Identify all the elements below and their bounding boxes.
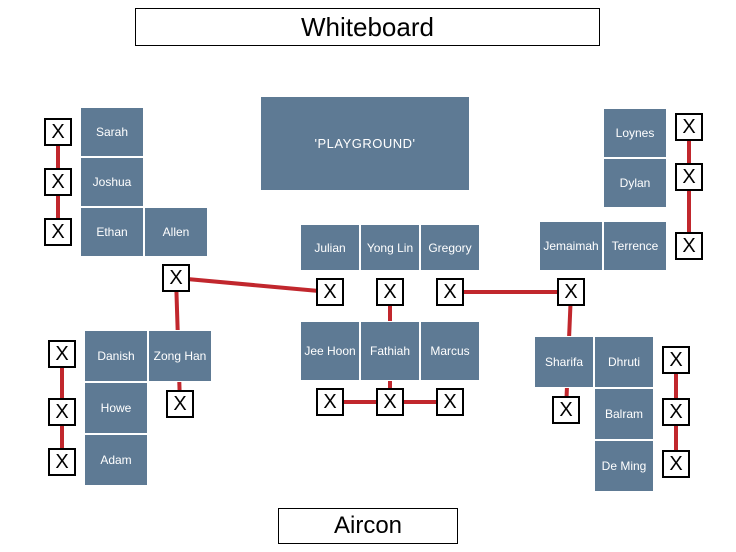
xmark-xBL1: X	[48, 340, 76, 368]
seat-julian: Julian	[300, 224, 360, 271]
seat-fathiah: Fathiah	[360, 321, 420, 381]
xmark-xAllen: X	[162, 264, 190, 292]
seat-jeehoon: Jee Hoon	[300, 321, 360, 381]
xmark-xBL3: X	[48, 448, 76, 476]
xmark-xR2: X	[675, 163, 703, 191]
seat-sarah: Sarah	[80, 107, 144, 157]
xmark-xR3: X	[675, 232, 703, 260]
seat-deming: De Ming	[594, 440, 654, 492]
line-xAllen-xJulian	[176, 278, 330, 292]
aircon-label: Aircon	[278, 508, 458, 544]
seat-loynes: Loynes	[603, 108, 667, 158]
xmark-xJulian: X	[316, 278, 344, 306]
xmark-xJee: X	[316, 388, 344, 416]
xmark-xZong: X	[166, 390, 194, 418]
xmark-xL2: X	[44, 168, 72, 196]
seat-ethan: Ethan	[80, 207, 144, 257]
seat-zonghan: Zong Han	[148, 330, 212, 382]
seat-allen: Allen	[144, 207, 208, 257]
xmark-xL1: X	[44, 118, 72, 146]
xmark-xShar: X	[552, 396, 580, 424]
seat-dhruti: Dhruti	[594, 336, 654, 388]
xmark-xBL2: X	[48, 398, 76, 426]
seat-howe: Howe	[84, 382, 148, 434]
seat-balram: Balram	[594, 388, 654, 440]
xmark-xMar: X	[436, 388, 464, 416]
xmark-xJem: X	[557, 278, 585, 306]
xmark-xL3: X	[44, 218, 72, 246]
whiteboard-label: Whiteboard	[135, 8, 600, 46]
seat-terrence: Terrence	[603, 221, 667, 271]
xmark-xYong: X	[376, 278, 404, 306]
xmark-xBR2: X	[662, 398, 690, 426]
xmark-xGreg: X	[436, 278, 464, 306]
seat-jemaimah: Jemaimah	[539, 221, 603, 271]
seat-dylan: Dylan	[603, 158, 667, 208]
seat-joshua: Joshua	[80, 157, 144, 207]
seat-yonglin: Yong Lin	[360, 224, 420, 271]
seat-marcus: Marcus	[420, 321, 480, 381]
seat-gregory: Gregory	[420, 224, 480, 271]
playground-block: 'PLAYGROUND'	[260, 96, 470, 191]
xmark-xFat: X	[376, 388, 404, 416]
seat-adam: Adam	[84, 434, 148, 486]
xmark-xR1: X	[675, 113, 703, 141]
seat-danish: Danish	[84, 330, 148, 382]
xmark-xBR3: X	[662, 450, 690, 478]
seat-sharifa: Sharifa	[534, 336, 594, 388]
seating-plan: Whiteboard Aircon 'PLAYGROUND' SarahJosh…	[0, 0, 736, 552]
xmark-xBR1: X	[662, 346, 690, 374]
